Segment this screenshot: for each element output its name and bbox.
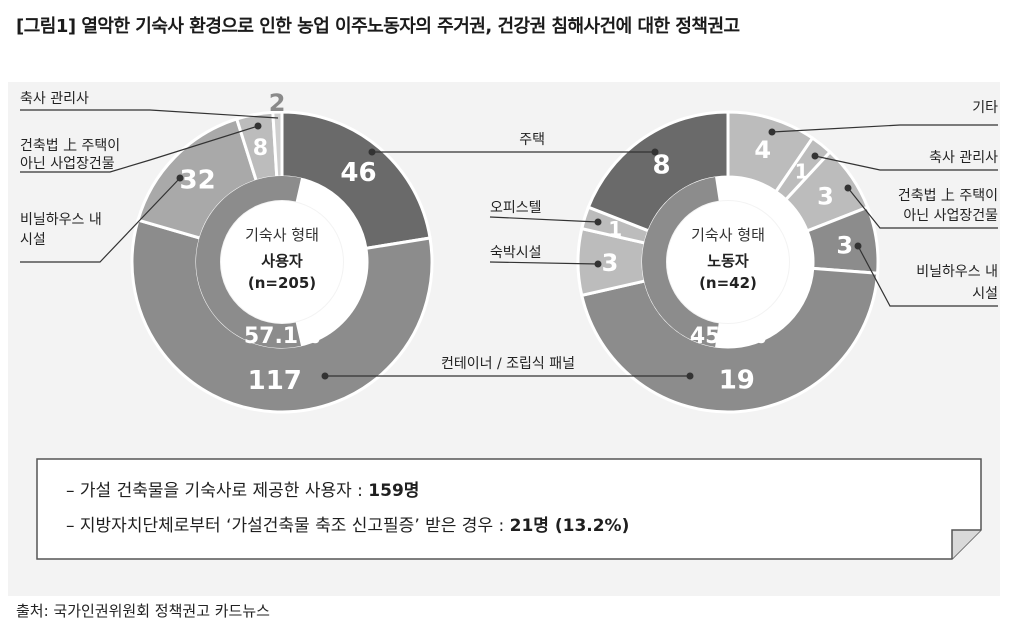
callout-line-vinyl bbox=[20, 177, 181, 263]
slice-value-label: 8 bbox=[253, 136, 268, 161]
callout-label: 건축법 上 주택이 bbox=[898, 188, 998, 204]
callout-label: 숙박시설 bbox=[490, 245, 542, 261]
callout-dot bbox=[686, 372, 694, 380]
slice-value-label: 4 bbox=[754, 136, 771, 164]
summary-note-box: – 가설 건축물을 기숙사로 제공한 사용자 : 159명 – 지방자치단체로부… bbox=[36, 458, 982, 560]
note-2-value: 21명 (13.2%) bbox=[509, 516, 630, 536]
inner-ring-fill bbox=[195, 176, 302, 348]
callout-label: 건축법 上 주택이 bbox=[20, 138, 120, 154]
note-2-text: – 지방자치단체로부터 ‘가설건축물 축조 신고필증’ 받은 경우 : bbox=[66, 516, 510, 536]
callout-line-livestock bbox=[20, 109, 279, 119]
callout-dot bbox=[321, 372, 329, 380]
callout-label: 아닌 사업장건물 bbox=[20, 156, 115, 172]
callout-dot bbox=[594, 260, 602, 268]
callout-dot bbox=[594, 218, 602, 226]
inner-ring-fill bbox=[642, 176, 719, 348]
callout-label: 컨테이너 / 조립식 패널 bbox=[441, 356, 575, 372]
callout-label: 시설 bbox=[20, 232, 46, 248]
callout-dot bbox=[176, 174, 184, 182]
callout-label: 기타 bbox=[972, 100, 998, 116]
callout-dot bbox=[651, 148, 659, 156]
callout-line-r-vinyl bbox=[857, 245, 998, 307]
callout-dot bbox=[254, 122, 262, 130]
slice-value-label: 46 bbox=[340, 158, 376, 188]
callout-line-r-nonhouse bbox=[847, 187, 998, 229]
source-note: 출처: 국가인권위원회 정책권고 카드뉴스 bbox=[16, 602, 270, 620]
slice-value-label: 3 bbox=[817, 183, 834, 211]
note-box-shape bbox=[36, 458, 982, 560]
slice-value-label: 8 bbox=[652, 151, 670, 181]
chart-title: [그림1] 열악한 기숙사 환경으로 인한 농업 이주노동자의 주거권, 건강권… bbox=[16, 16, 740, 37]
callout-label: 시설 bbox=[972, 286, 998, 302]
slice-value-label: 3 bbox=[602, 249, 619, 277]
callout-line-nonhouse bbox=[20, 125, 259, 173]
center-title: 기숙사 형태 bbox=[245, 226, 319, 244]
callout-lines bbox=[20, 109, 998, 380]
callout-dot bbox=[811, 152, 819, 160]
callout-label: 축사 관리사 bbox=[20, 91, 89, 107]
callout-label: 비닐하우스 내 bbox=[20, 212, 102, 228]
callout-dot bbox=[368, 148, 376, 156]
center-group: 노동자 bbox=[707, 252, 749, 270]
callout-label: 주택 bbox=[519, 132, 545, 148]
note-line-2: – 지방자치단체로부터 ‘가설건축물 축조 신고필증’ 받은 경우 : 21명 … bbox=[66, 511, 629, 536]
slice-value-label: 3 bbox=[836, 231, 853, 259]
callout-dot bbox=[854, 242, 862, 250]
callout-line-r-livestock bbox=[814, 155, 998, 171]
inner-percent: 45.2% bbox=[690, 324, 766, 349]
slice-value-label: 19 bbox=[719, 366, 755, 396]
slice-value-label: 32 bbox=[180, 166, 216, 196]
callout-label: 아닌 사업장건물 bbox=[903, 208, 998, 224]
slice-value-label: 1 bbox=[608, 217, 622, 241]
slice-value-label: 1 bbox=[795, 160, 809, 184]
slice-value-label: 117 bbox=[248, 366, 302, 396]
center-n: (n=42) bbox=[699, 274, 757, 292]
callout-line-officetel bbox=[489, 216, 599, 223]
inner-percent: 57.1% bbox=[244, 324, 320, 349]
callout-line-lodging bbox=[489, 261, 599, 265]
note-1-text: – 가설 건축물을 기숙사로 제공한 사용자 : bbox=[66, 481, 369, 501]
note-1-value: 159명 bbox=[368, 481, 420, 501]
callout-label: 오피스텔 bbox=[490, 200, 542, 216]
slice-value-label: 2 bbox=[269, 89, 286, 117]
callout-dot bbox=[844, 184, 852, 192]
callout-label: 축사 관리사 bbox=[929, 150, 998, 166]
note-line-1: – 가설 건축물을 기숙사로 제공한 사용자 : 159명 bbox=[66, 476, 419, 501]
center-group: 사용자 bbox=[261, 252, 303, 270]
center-n: (n=205) bbox=[248, 274, 316, 292]
callout-line-other bbox=[771, 124, 998, 133]
center-title: 기숙사 형태 bbox=[691, 226, 765, 244]
callout-dot bbox=[768, 128, 776, 136]
callout-label: 비닐하우스 내 bbox=[916, 264, 998, 280]
